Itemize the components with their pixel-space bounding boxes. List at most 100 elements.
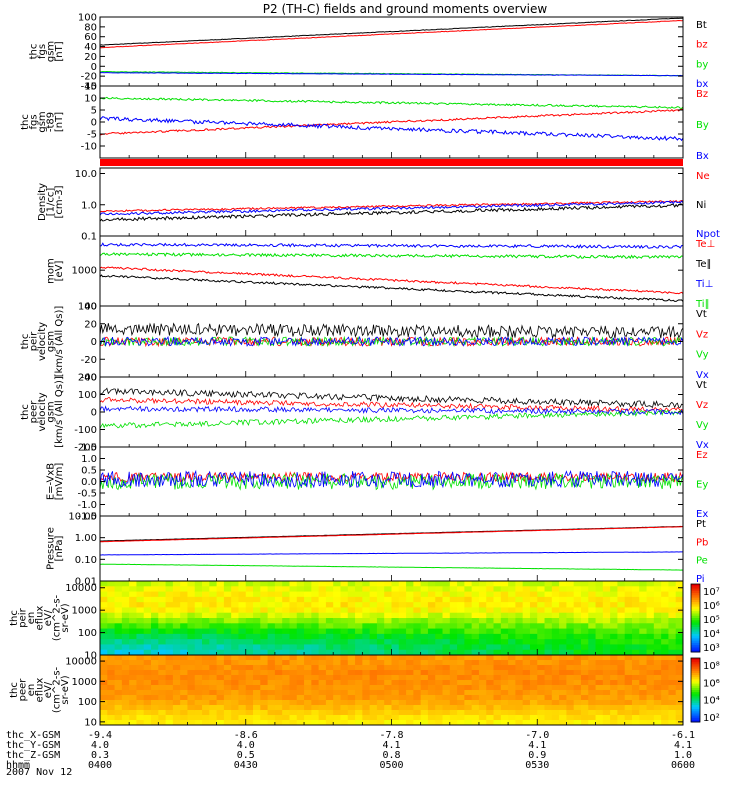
heatmap-cell: [617, 685, 626, 691]
heatmap-cell: [646, 660, 655, 666]
heatmap-cell: [231, 639, 239, 645]
heatmap-cell: [267, 591, 276, 598]
heatmap-cell: [588, 602, 597, 608]
heatmap-cell: [325, 670, 334, 676]
heatmap-cell: [172, 675, 181, 681]
heatmap-cell: [471, 695, 480, 701]
heatmap-cell: [464, 695, 473, 701]
heatmap-cell: [129, 591, 137, 598]
heatmap-cell: [413, 680, 422, 686]
ytick-label: 1000: [72, 677, 97, 688]
heatmap-cell: [602, 710, 611, 716]
heatmap-cell: [355, 618, 363, 624]
heatmap-cell: [610, 586, 618, 593]
heatmap-cell: [304, 685, 312, 691]
heatmap-cell: [464, 633, 473, 640]
heatmap-cell: [442, 596, 451, 603]
heatmap-cell: [653, 649, 662, 656]
heatmap-cell: [661, 628, 669, 635]
heatmap-cell: [588, 639, 597, 645]
heatmap-cell: [508, 660, 516, 666]
heatmap-cell: [537, 700, 546, 706]
colorbar-step: [691, 599, 700, 603]
heatmap-cell: [311, 720, 320, 726]
heatmap-cell: [340, 685, 349, 691]
heatmap-cell: [559, 705, 567, 711]
heatmap-cell: [369, 685, 378, 691]
heatmap-cell: [180, 591, 188, 598]
heatmap-cell: [347, 690, 356, 696]
heatmap-cell: [231, 649, 239, 656]
heatmap-cell: [435, 596, 444, 603]
heatmap-cell: [384, 644, 392, 651]
heatmap-cell: [289, 675, 298, 681]
heatmap-cell: [311, 586, 320, 593]
heatmap-cell: [260, 602, 269, 608]
heatmap-cell: [384, 602, 392, 608]
heatmap-cell: [661, 607, 669, 614]
heatmap-cell: [289, 633, 298, 640]
heatmap-cell: [274, 655, 283, 661]
heatmap-cell: [362, 715, 371, 721]
heatmap-cell: [413, 675, 422, 681]
heatmap-cell: [675, 680, 684, 686]
heatmap-cell: [129, 655, 137, 661]
heatmap-cell: [573, 655, 582, 661]
heatmap-cell: [245, 618, 254, 624]
heatmap-cell: [427, 633, 436, 640]
heatmap-cell: [304, 628, 312, 635]
heatmap-cell: [413, 623, 422, 630]
heatmap-cell: [369, 715, 378, 721]
heatmap-cell: [245, 633, 254, 640]
ytick-label: -10: [81, 142, 97, 153]
heatmap-cell: [114, 607, 123, 614]
heatmap-cell: [347, 596, 356, 603]
heatmap-cell: [304, 612, 312, 619]
heatmap-cell: [129, 649, 137, 656]
legend-p7: Ez: [696, 450, 708, 461]
heatmap-cell: [209, 710, 218, 716]
heatmap-cell: [529, 685, 538, 691]
heatmap-cell: [274, 628, 283, 635]
heatmap-cell: [194, 665, 203, 671]
ylabel-line: peer: [29, 400, 40, 424]
heatmap-cell: [355, 596, 363, 603]
heatmap-cell: [559, 607, 567, 614]
heatmap-cell: [435, 612, 444, 619]
heatmap-cell: [194, 596, 203, 603]
heatmap-cell: [486, 607, 495, 614]
heatmap-cell: [464, 700, 473, 706]
heatmap-cell: [668, 586, 677, 593]
heatmap-cell: [202, 644, 210, 651]
heatmap-cell: [355, 586, 363, 593]
heatmap-cell: [529, 720, 538, 726]
heatmap-cell: [165, 586, 174, 593]
heatmap-cell: [231, 660, 239, 666]
heatmap-cell: [253, 685, 261, 691]
heatmap-cell: [464, 581, 473, 587]
heatmap-cell: [333, 655, 341, 661]
heatmap-cell: [478, 695, 487, 701]
heatmap-cell: [355, 685, 363, 691]
heatmap-cell: [661, 655, 669, 661]
heatmap-cell: [325, 644, 334, 651]
heatmap-cell: [216, 633, 225, 640]
heatmap-cell: [551, 690, 560, 696]
heatmap-cell: [347, 581, 356, 587]
series-p3-red: [99, 199, 684, 213]
heatmap-cell: [631, 690, 640, 696]
heatmap-cell: [617, 596, 626, 603]
heatmap-cell: [136, 623, 145, 630]
heatmap-cell: [661, 586, 669, 593]
heatmap-cell: [151, 639, 159, 645]
heatmap-cell: [347, 623, 356, 630]
heatmap-cell: [245, 660, 254, 666]
heatmap-cell: [457, 596, 465, 603]
heatmap-cell: [223, 586, 232, 593]
heatmap-cell: [566, 700, 575, 706]
heatmap-cell: [376, 639, 385, 645]
colorbar-step: [691, 690, 700, 693]
heatmap-cell: [282, 602, 290, 608]
heatmap-cell: [202, 710, 210, 716]
